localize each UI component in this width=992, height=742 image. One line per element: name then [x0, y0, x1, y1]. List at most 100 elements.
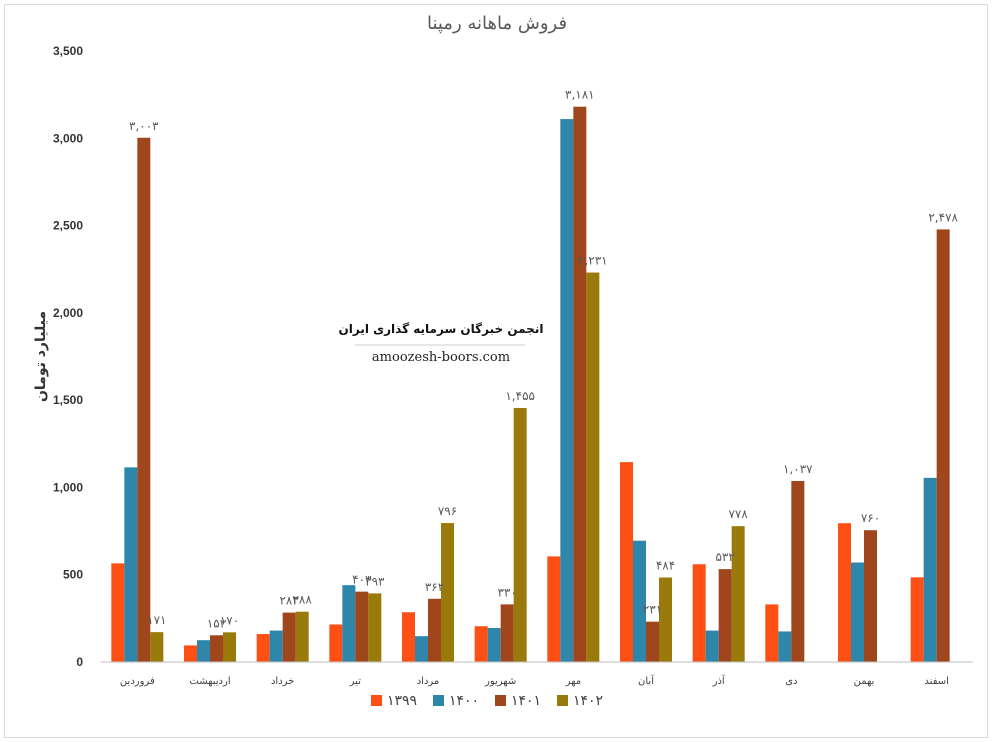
bar: [560, 119, 574, 662]
bar: [692, 564, 706, 662]
data-label: ۵۳۲: [715, 550, 734, 564]
bar: [923, 477, 937, 662]
data-label: ۲۸۳: [279, 594, 299, 608]
legend-swatch: [557, 695, 568, 706]
bar: [474, 626, 488, 662]
bar: [778, 631, 792, 662]
bar: [573, 106, 587, 662]
bar: [111, 563, 125, 662]
legend-swatch: [495, 695, 506, 706]
bar: [295, 611, 309, 662]
data-label: ۲,۲۳۱: [578, 254, 608, 268]
data-label: ۳۳۰: [497, 585, 516, 599]
legend-swatch: [433, 695, 444, 706]
data-label: ۱,۴۵۵: [505, 389, 535, 403]
watermark-url: amoozesh-boors.com: [372, 350, 510, 365]
x-tick-label: خرداد: [271, 676, 294, 687]
bar: [223, 632, 236, 662]
x-tick-label: فروردین: [120, 676, 155, 687]
data-label: ۲۸۸: [292, 593, 312, 607]
bar: [256, 634, 270, 662]
bar-chart: فروش ماهانه رمپنا 0 500 1,000 1,500 2,000 2,5…: [33, 13, 973, 709]
bar: [210, 635, 223, 662]
bar: [936, 229, 950, 663]
watermark-backdrop: [345, 315, 535, 373]
legend: ۱۳۹۹ ۱۴۰۰ ۱۴۰۱ ۱۴۰۲: [371, 693, 603, 709]
bar: [705, 630, 719, 662]
bar: [137, 137, 151, 663]
x-tick-label: مهر: [565, 676, 581, 687]
data-label: ۷۶۰: [861, 511, 880, 525]
y-tick-label: 3,000: [53, 131, 83, 145]
data-label: ۷۷۸: [728, 507, 748, 521]
bar: [355, 591, 369, 662]
y-axis-label: میلیارد تومان: [33, 311, 49, 402]
data-label: ۱۷۱: [147, 613, 166, 627]
bar: [620, 462, 633, 662]
bar: [765, 604, 779, 662]
data-label: ۳,۰۰۳: [129, 119, 159, 133]
y-tick-label: 500: [63, 568, 83, 582]
data-label: ۱۵۳: [207, 616, 227, 630]
data-label: ۳,۱۸۱: [565, 88, 595, 102]
chart-frame: فروش ماهانه رمپنا 0 500 1,000 1,500 2,000 2,5…: [4, 4, 988, 738]
bar: [487, 627, 501, 662]
y-tick-label: 3,500: [53, 44, 83, 58]
legend-swatch: [371, 695, 382, 706]
bar: [731, 526, 745, 662]
bar: [329, 624, 343, 662]
data-label: ۷۹۶: [438, 504, 457, 518]
x-tick-label: آذر: [712, 674, 726, 687]
data-label: ۳۶۲: [425, 580, 444, 594]
bar: [547, 556, 561, 662]
data-label: ۴۸۴: [656, 559, 675, 573]
bar: [197, 640, 210, 662]
data-label: ۳۹۳: [365, 574, 385, 588]
bar: [150, 632, 164, 662]
x-tick-label: اسفند: [924, 676, 948, 687]
bar: [368, 593, 382, 662]
bar: [269, 630, 283, 662]
bar: [633, 540, 646, 662]
bar: [441, 523, 454, 662]
bars-group: [111, 106, 950, 663]
watermark: انجمن خبرگان سرمایه گذاری ایران amoozesh…: [339, 315, 544, 373]
y-tick-label: 2,000: [53, 306, 83, 320]
x-axis-ticks: فروردین اردیبهشت خرداد تیر مرداد شهریور مهر آبا…: [120, 674, 949, 687]
y-tick-label: 1,500: [53, 393, 83, 407]
bar: [282, 612, 296, 662]
bar: [718, 569, 732, 662]
bar: [910, 577, 924, 662]
legend-label: ۱۴۰۰: [449, 693, 479, 709]
y-tick-label: 1,000: [53, 480, 83, 494]
bar: [646, 621, 659, 662]
data-label: ۲,۴۷۸: [928, 210, 958, 224]
bar: [500, 604, 514, 662]
y-axis-ticks: 0 500 1,000 1,500 2,000 2,500 3,000 3,500: [53, 44, 83, 669]
bar: [659, 577, 672, 662]
bar: [513, 407, 527, 662]
bar: [184, 645, 197, 662]
bar: [586, 272, 600, 662]
watermark-title: انجمن خبرگان سرمایه گذاری ایران: [339, 322, 544, 336]
data-label: ۴۰۳: [352, 573, 372, 587]
bar: [851, 562, 864, 662]
bar: [124, 467, 138, 662]
x-tick-label: دی: [785, 676, 797, 687]
data-label: ۱۷۰: [220, 613, 239, 627]
bar: [428, 598, 441, 662]
data-label: ۲۳۱: [643, 603, 662, 617]
bar: [864, 530, 877, 662]
legend-label: ۱۴۰۱: [511, 693, 541, 709]
x-tick-label: تیر: [349, 676, 362, 687]
x-tick-label: مرداد: [417, 676, 440, 687]
legend-label: ۱۳۹۹: [387, 693, 417, 709]
bar: [402, 612, 415, 662]
x-tick-label: آبان: [638, 674, 655, 687]
chart-title: فروش ماهانه رمپنا: [427, 13, 567, 34]
legend-label: ۱۴۰۲: [573, 693, 603, 709]
x-tick-label: بهمن: [854, 676, 875, 687]
data-label: ۱,۰۳۷: [783, 462, 813, 476]
y-tick-label: 2,500: [53, 219, 83, 233]
